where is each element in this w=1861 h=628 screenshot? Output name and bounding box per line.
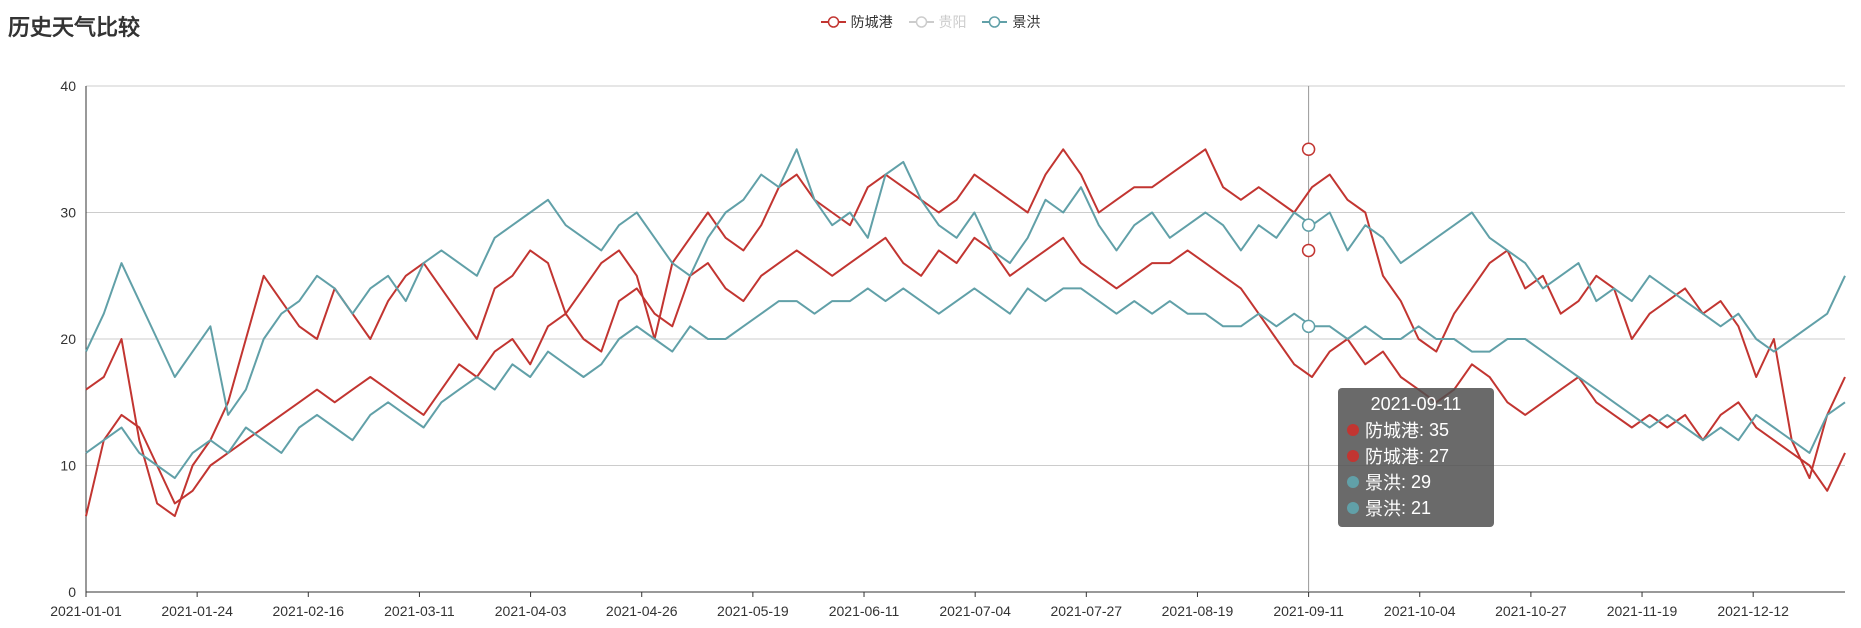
chart-title: 历史天气比较 <box>8 15 141 40</box>
highlight-point <box>1301 142 1316 156</box>
legend-item-guiyang[interactable]: 贵阳 <box>908 12 967 32</box>
series-dot-icon <box>1347 476 1359 488</box>
legend-item-jinghong[interactable]: 景洪 <box>982 12 1040 32</box>
tooltip-title: 2021-09-11 <box>1370 394 1462 414</box>
legend-label: 防城港 <box>850 14 893 30</box>
y-tick-label: 40 <box>60 78 76 94</box>
x-tick-label: 2021-04-03 <box>495 603 567 619</box>
y-tick-label: 20 <box>60 331 76 347</box>
series-line <box>85 287 1846 480</box>
tooltip-row: 景洪: 21 <box>1338 495 1494 521</box>
series-line <box>85 148 1846 416</box>
tooltip-row: 防城港: 27 <box>1338 443 1494 469</box>
x-tick-label: 2021-01-01 <box>50 603 122 619</box>
highlight-point <box>1301 319 1316 334</box>
x-tick-label: 2021-07-04 <box>939 603 1011 619</box>
x-tick-label: 2021-07-27 <box>1050 603 1122 619</box>
y-tick-label: 30 <box>60 205 76 221</box>
x-tick-label: 2021-03-11 <box>384 603 455 619</box>
x-tick-label: 2021-12-12 <box>1717 603 1789 619</box>
x-tick-label: 2021-08-19 <box>1162 603 1234 619</box>
x-tick-label: 2021-04-26 <box>606 603 678 619</box>
legend-marker-icon <box>908 16 934 28</box>
tooltip-row: 景洪: 29 <box>1338 469 1494 495</box>
legend-marker-icon <box>982 16 1008 28</box>
x-tick-label: 2021-05-19 <box>717 603 789 619</box>
x-tick-label: 2021-01-24 <box>161 603 233 619</box>
series-line <box>85 148 1846 518</box>
legend-label: 景洪 <box>1012 14 1041 30</box>
legend-label: 贵阳 <box>938 14 967 30</box>
tooltip-row: 防城港: 35 <box>1338 417 1494 443</box>
highlight-point <box>1301 218 1316 232</box>
x-tick-label: 2021-11-19 <box>1607 603 1678 619</box>
legend-item-fangchenggang[interactable]: 防城港 <box>820 12 893 32</box>
x-tick-label: 2021-10-27 <box>1495 603 1567 619</box>
legend-marker-icon <box>820 16 846 28</box>
y-tick-label: 10 <box>60 458 76 474</box>
x-tick-label: 2021-02-16 <box>272 603 344 619</box>
x-tick-label: 2021-09-11 <box>1273 603 1344 619</box>
highlight-point <box>1301 243 1316 258</box>
series-line <box>85 236 1846 517</box>
x-tick-label: 2021-06-11 <box>829 603 900 619</box>
x-tick-label: 2021-10-04 <box>1384 603 1456 619</box>
tooltip: 2021-09-11 防城港: 35 防城港: 27 景洪: 29 景洪: 21 <box>1338 388 1494 527</box>
legend: 防城港 贵阳 景洪 <box>0 12 1861 32</box>
series-dot-icon <box>1347 502 1359 514</box>
series-dot-icon <box>1347 424 1359 436</box>
y-tick-label: 0 <box>68 584 76 600</box>
series-dot-icon <box>1347 450 1359 462</box>
